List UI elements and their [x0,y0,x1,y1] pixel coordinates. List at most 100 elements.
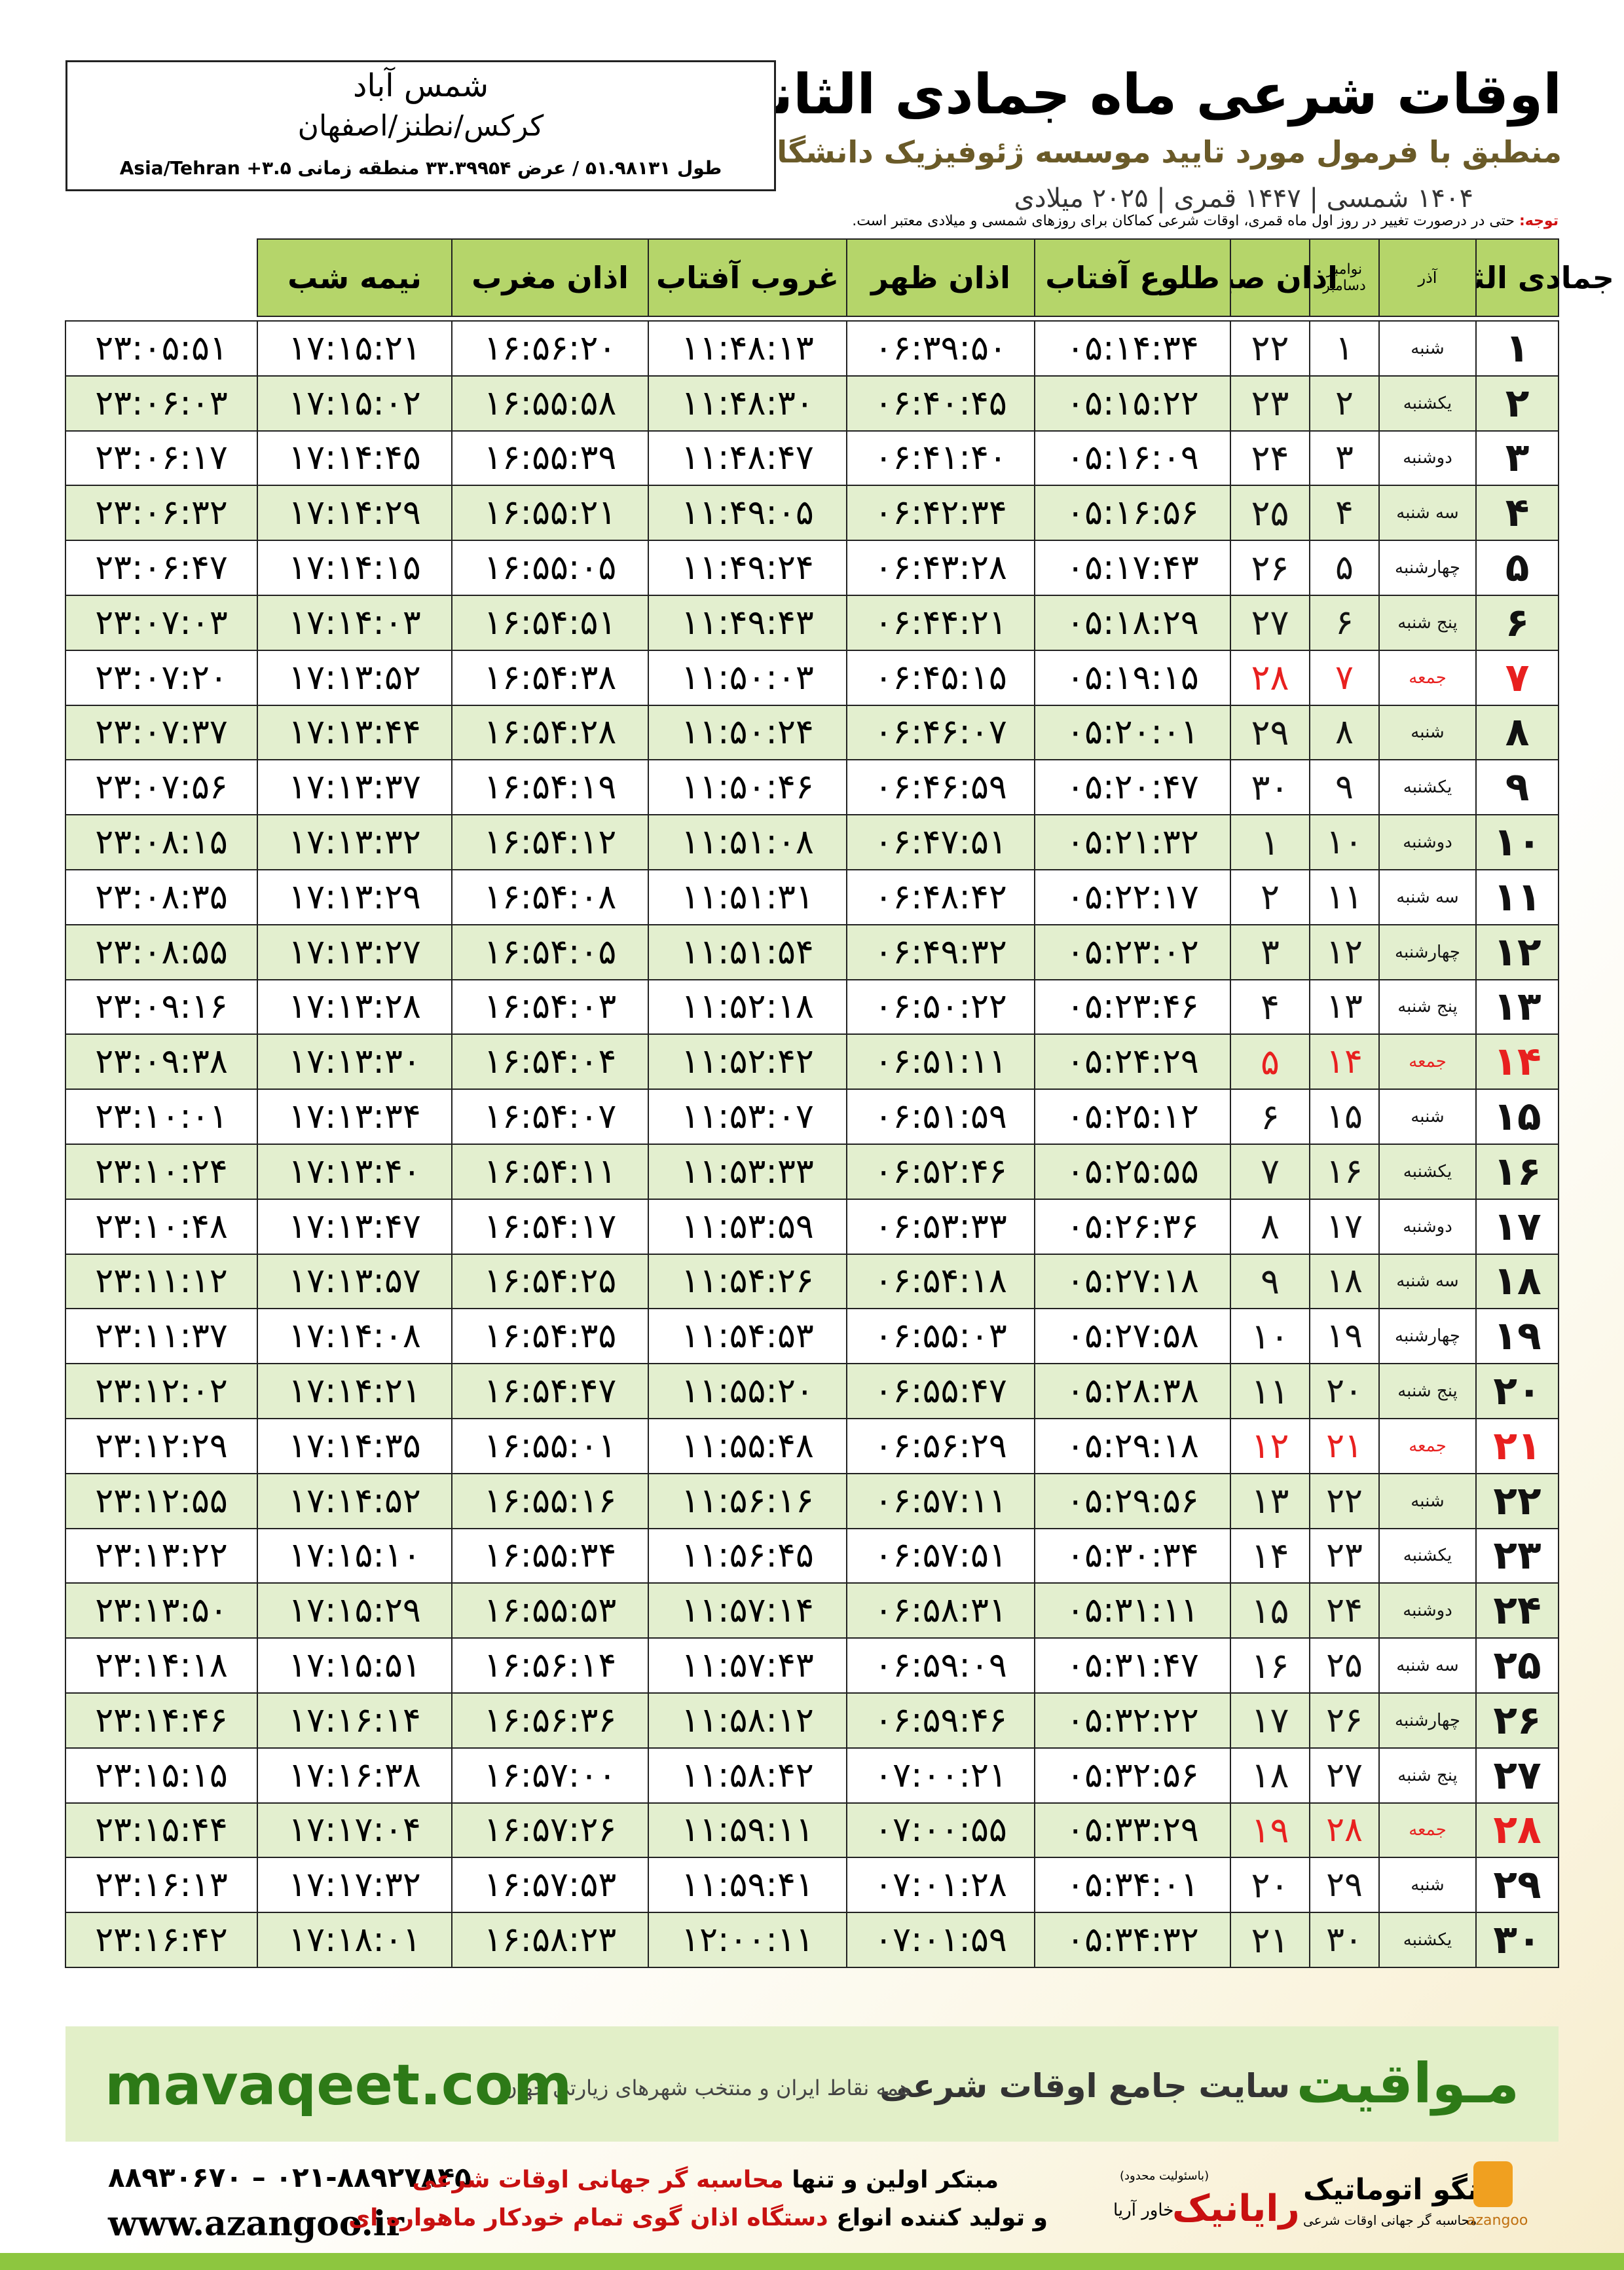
weekday: پنج شنبه [1378,1747,1477,1804]
day: ۵ [1475,540,1559,596]
weekday: دوشنبه [1378,814,1477,870]
time: ۱۱:۵۶:۱۶ [648,1472,847,1529]
day: ۲۰ [1475,1363,1559,1419]
time: ۱۱:۵۱:۰۸ [648,814,847,870]
azar: ۹ [1309,759,1380,816]
time: ۰۵:۱۶:۰۹ [1034,430,1231,487]
time: ۰۵:۳۰:۳۴ [1034,1527,1231,1584]
logo1-sub: خاور آریا [1113,2201,1174,2220]
time: ۱۷:۱۷:۳۲ [257,1857,452,1914]
time: ۰۵:۲۰:۴۷ [1034,759,1231,816]
greg: ۱ [1230,814,1310,870]
time: ۲۳:۰۷:۵۶ [65,759,258,816]
azar: ۲۶ [1309,1692,1380,1749]
azar: ۱۵ [1309,1088,1380,1145]
time: ۱۶:۵۶:۲۰ [451,320,649,377]
time: ۱۶:۵۵:۳۴ [451,1527,649,1584]
time: ۱۲:۰۰:۱۱ [648,1912,847,1968]
time: ۱۷:۱۴:۱۵ [257,540,452,596]
time: ۱۶:۵۴:۰۵ [451,923,649,980]
time: ۲۳:۱۴:۴۶ [65,1692,258,1749]
time: ۱۱:۵۸:۴۲ [648,1747,847,1804]
time: ۱۶:۵۴:۵۱ [451,595,649,651]
azar: ۷ [1309,649,1380,706]
weekday: یکشنبه [1378,375,1477,432]
time: ۰۵:۲۹:۵۶ [1034,1472,1231,1529]
time: ۰۶:۵۶:۲۹ [846,1418,1035,1474]
weekday: یکشنبه [1378,1527,1477,1584]
time: ۱۶:۵۵:۲۱ [451,485,649,542]
time: ۲۳:۱۰:۲۴ [65,1144,258,1200]
time: ۰۵:۲۷:۵۸ [1034,1308,1231,1365]
time: ۲۳:۱۱:۱۲ [65,1253,258,1310]
line1-b: محاسبه گر جهانی اوقات شرعی [412,2167,784,2193]
day: ۹ [1475,759,1559,816]
header-cell: نیمه شب [257,238,452,317]
time: ۱۷:۱۵:۱۰ [257,1527,452,1584]
time: ۲۳:۰۸:۳۵ [65,869,258,925]
azar: ۵ [1309,540,1380,596]
azar: ۳ [1309,430,1380,487]
day: ۱۴ [1475,1033,1559,1090]
azar: ۲۸ [1309,1802,1380,1859]
time: ۰۶:۳۹:۵۰ [846,320,1035,377]
time: ۰۵:۲۸:۳۸ [1034,1363,1231,1419]
time: ۲۳:۰۵:۵۱ [65,320,258,377]
time: ۱۶:۵۴:۱۲ [451,814,649,870]
dates: ۱۴۰۴ شمسی | ۱۴۴۷ قمری | ۲۰۲۵ میلادی [1014,183,1473,214]
time: ۱۱:۵۲:۴۲ [648,1033,847,1090]
line1: مبتکر اولین و تنها محاسبه گر جهانی اوقات… [413,2167,999,2193]
weekday: سه شنبه [1378,1253,1477,1310]
header-cell: جمادی الثانی [1420,238,1614,317]
greg: ۲ [1230,869,1310,925]
time: ۱۶:۵۴:۰۳ [451,978,649,1035]
time: ۱۶:۵۵:۰۱ [451,1418,649,1474]
location-box: شمس آباد کرکس/نطنز/اصفهان طول ۵۱.۹۸۱۳۱ /… [65,60,776,191]
day: ۱۶ [1475,1144,1559,1200]
time: ۱۱:۵۰:۰۳ [648,649,847,706]
header-line: دسامبر [1323,278,1366,294]
time: ۰۵:۲۱:۳۲ [1034,814,1231,870]
time: ۱۷:۱۳:۴۴ [257,704,452,761]
time: ۰۵:۳۱:۱۱ [1034,1582,1231,1639]
time: ۰۵:۱۴:۳۴ [1034,320,1231,377]
time: ۱۶:۵۴:۳۵ [451,1308,649,1365]
weekday: سه شنبه [1378,485,1477,542]
time: ۱۱:۵۷:۱۴ [648,1582,847,1639]
time: ۱۷:۱۳:۲۷ [257,923,452,980]
header-cell: نوامبر دسامبر [1309,238,1380,317]
weekday: جمعه [1378,1418,1477,1474]
header-cell: اذان مغرب [451,238,649,317]
day: ۳ [1475,430,1559,487]
time: ۰۶:۴۹:۳۲ [846,923,1035,980]
time: ۱۱:۵۷:۴۳ [648,1637,847,1694]
day: ۸ [1475,704,1559,761]
azar: ۱۰ [1309,814,1380,870]
time: ۲۳:۱۴:۱۸ [65,1637,258,1694]
line1-a: مبتکر اولین و تنها [783,2167,999,2193]
time: ۱۶:۵۴:۰۴ [451,1033,649,1090]
day: ۱۱ [1475,869,1559,925]
time: ۱۷:۱۴:۲۹ [257,485,452,542]
day: ۲۲ [1475,1472,1559,1529]
time: ۰۶:۵۹:۴۶ [846,1692,1035,1749]
title: اوقات شرعی ماه جمادی الثانی [716,62,1562,126]
time: ۱۷:۱۳:۵۲ [257,649,452,706]
day: ۲۹ [1475,1857,1559,1914]
weekday: شنبه [1378,1857,1477,1914]
time: ۱۷:۱۴:۰۸ [257,1308,452,1365]
weekday: شنبه [1378,704,1477,761]
time: ۰۷:۰۱:۲۸ [846,1857,1035,1914]
time: ۱۱:۵۱:۳۱ [648,869,847,925]
logo-icon [1473,2161,1513,2207]
weekday: جمعه [1378,1802,1477,1859]
note: توجه: حتی در درصورت تغییر در روز اول ماه… [852,213,1559,229]
azar: ۲۱ [1309,1418,1380,1474]
time: ۰۶:۵۵:۴۷ [846,1363,1035,1419]
greg: ۱۸ [1230,1747,1310,1804]
time: ۰۵:۱۸:۲۹ [1034,595,1231,651]
time: ۲۳:۱۶:۴۲ [65,1912,258,1968]
day: ۲۸ [1475,1802,1559,1859]
greg: ۳۰ [1230,759,1310,816]
time: ۱۷:۱۵:۵۱ [257,1637,452,1694]
